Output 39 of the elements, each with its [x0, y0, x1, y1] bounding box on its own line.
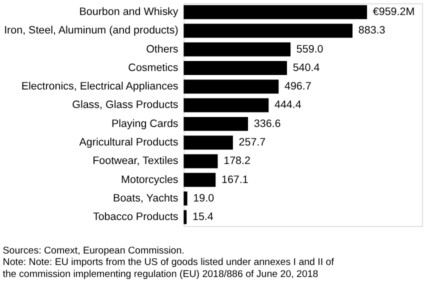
data-label: 444.4 — [274, 99, 302, 112]
data-label: 15.4 — [192, 211, 214, 224]
y-tick-label: Boats, Yachts — [113, 192, 178, 204]
bar — [184, 61, 287, 76]
bar — [184, 5, 368, 20]
bar — [184, 42, 291, 56]
data-label: 496.7 — [284, 80, 312, 93]
data-label: 257.7 — [238, 136, 266, 149]
bar — [184, 80, 279, 94]
data-label: 167.1 — [221, 174, 248, 186]
data-label: 19.0 — [193, 192, 214, 204]
bar — [184, 172, 216, 187]
y-tick-label: Motorcycles — [121, 174, 178, 186]
bar — [184, 116, 248, 131]
data-label: 178.2 — [224, 155, 250, 168]
y-tick-label: Playing Cards — [111, 118, 178, 130]
bar — [184, 154, 218, 168]
y-tick-label: Footwear, Textiles — [92, 155, 178, 168]
data-label: 559.0 — [296, 43, 324, 56]
y-tick-label: Iron, Steel, Aluminum (and products) — [4, 24, 178, 37]
bar — [184, 98, 269, 112]
y-tick-label: Others — [146, 43, 178, 56]
bar — [184, 24, 353, 38]
y-tick-label: Glass, Glass Products — [72, 99, 178, 112]
bar — [184, 136, 233, 150]
y-tick-label: Bourbon and Whisky — [79, 6, 179, 18]
y-tick-label: Cosmetics — [128, 62, 178, 74]
text: Note: Note: EU imports from the US of goods listed under annexes I and II of — [2, 257, 334, 268]
text: the commission implementing regulation (EU) 2018/886 of June 20, 2018 — [2, 268, 318, 280]
data-label: €959.2M — [372, 6, 415, 18]
bar — [184, 192, 188, 206]
y-tick-label: Tobacco Products — [92, 211, 178, 224]
data-label: 540.4 — [292, 62, 320, 74]
y-tick-label: Electronics, Electrical Appliances — [21, 80, 178, 93]
data-label: 336.6 — [254, 118, 281, 130]
data-label: 883.3 — [358, 24, 386, 37]
source-note: Sources: Comext, European Commission. — [2, 245, 184, 256]
y-tick-label: Agricultural Products — [79, 136, 178, 149]
bar — [184, 210, 187, 224]
